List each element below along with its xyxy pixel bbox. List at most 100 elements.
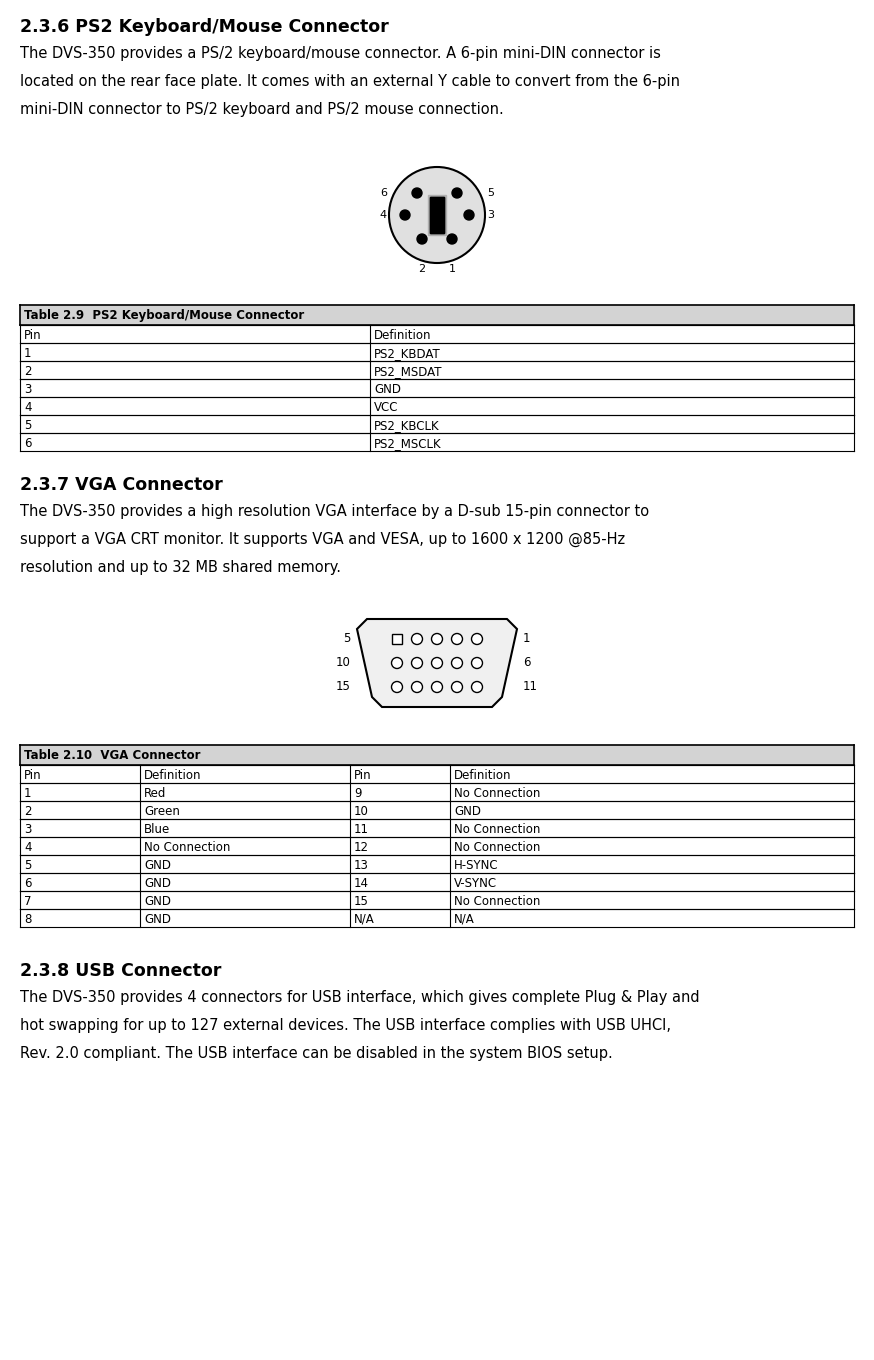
Text: 2: 2 (24, 805, 31, 817)
Text: N/A: N/A (354, 913, 375, 926)
Text: Definition: Definition (374, 329, 432, 341)
Text: The DVS-350 provides 4 connectors for USB interface, which gives complete Plug &: The DVS-350 provides 4 connectors for US… (20, 990, 699, 1005)
Bar (430, 197, 444, 233)
Text: 14: 14 (354, 877, 369, 889)
Text: N/A: N/A (454, 913, 475, 926)
Text: 6: 6 (24, 877, 31, 889)
Text: 5: 5 (487, 188, 494, 199)
Text: 15: 15 (336, 680, 351, 694)
Text: Table 2.10  VGA Connector: Table 2.10 VGA Connector (24, 749, 200, 762)
Text: The DVS-350 provides a PS/2 keyboard/mouse connector. A 6-pin mini-DIN connector: The DVS-350 provides a PS/2 keyboard/mou… (20, 46, 661, 61)
Text: 10: 10 (354, 805, 369, 817)
Text: Pin: Pin (24, 329, 42, 341)
Text: 12: 12 (354, 840, 369, 854)
Text: Pin: Pin (24, 768, 42, 782)
Circle shape (412, 657, 422, 669)
Text: No Connection: No Connection (454, 823, 540, 836)
Text: 8: 8 (24, 913, 31, 926)
Text: Blue: Blue (144, 823, 170, 836)
Text: 2.3.7 VGA Connector: 2.3.7 VGA Connector (20, 476, 223, 494)
Bar (430, 197, 444, 233)
Text: 2: 2 (24, 364, 31, 378)
Circle shape (392, 681, 403, 692)
Circle shape (452, 634, 462, 645)
Text: 2.3.6 PS2 Keyboard/Mouse Connector: 2.3.6 PS2 Keyboard/Mouse Connector (20, 18, 389, 35)
Polygon shape (357, 619, 517, 707)
Circle shape (432, 634, 442, 645)
Bar (20, 745, 854, 764)
Text: Table 2.9  PS2 Keyboard/Mouse Connector: Table 2.9 PS2 Keyboard/Mouse Connector (24, 309, 304, 322)
Text: 4: 4 (24, 401, 31, 413)
Text: 10: 10 (336, 657, 351, 669)
Text: 6: 6 (523, 657, 531, 669)
Text: 6: 6 (380, 188, 387, 199)
Circle shape (464, 209, 474, 220)
Text: No Connection: No Connection (144, 840, 231, 854)
Text: GND: GND (454, 805, 481, 817)
Text: 3: 3 (24, 384, 31, 396)
Text: 2.3.8 USB Connector: 2.3.8 USB Connector (20, 962, 221, 981)
Circle shape (471, 634, 482, 645)
Bar (20, 305, 854, 325)
Text: V-SYNC: V-SYNC (454, 877, 497, 889)
Text: PS2_MSDAT: PS2_MSDAT (374, 364, 442, 378)
Text: Red: Red (144, 787, 166, 800)
Circle shape (389, 167, 485, 262)
Text: PS2_MSCLK: PS2_MSCLK (374, 437, 441, 450)
Text: 5: 5 (24, 860, 31, 872)
Text: GND: GND (374, 384, 401, 396)
Text: Pin: Pin (354, 768, 371, 782)
Text: The DVS-350 provides a high resolution VGA interface by a D-sub 15-pin connector: The DVS-350 provides a high resolution V… (20, 505, 649, 520)
Bar (392, 634, 402, 643)
Bar (428, 194, 446, 235)
Text: 15: 15 (354, 895, 369, 908)
Text: 1: 1 (448, 264, 455, 273)
Text: GND: GND (144, 913, 171, 926)
Text: located on the rear face plate. It comes with an external Y cable to convert fro: located on the rear face plate. It comes… (20, 73, 680, 88)
Circle shape (412, 634, 422, 645)
Circle shape (452, 188, 462, 199)
Circle shape (412, 188, 422, 199)
Text: Definition: Definition (454, 768, 511, 782)
Text: No Connection: No Connection (454, 895, 540, 908)
Text: No Connection: No Connection (454, 787, 540, 800)
Circle shape (452, 657, 462, 669)
Text: 4: 4 (24, 840, 31, 854)
Text: 9: 9 (354, 787, 362, 800)
Text: resolution and up to 32 MB shared memory.: resolution and up to 32 MB shared memory… (20, 560, 341, 575)
Text: Rev. 2.0 compliant. The USB interface can be disabled in the system BIOS setup.: Rev. 2.0 compliant. The USB interface ca… (20, 1046, 613, 1061)
Text: GND: GND (144, 860, 171, 872)
Circle shape (447, 234, 457, 243)
Circle shape (417, 234, 427, 243)
Text: 1: 1 (523, 632, 531, 646)
Text: Green: Green (144, 805, 180, 817)
Circle shape (432, 657, 442, 669)
Circle shape (432, 681, 442, 692)
Circle shape (452, 681, 462, 692)
Text: H-SYNC: H-SYNC (454, 860, 499, 872)
Text: 1: 1 (24, 347, 31, 360)
Text: PS2_KBCLK: PS2_KBCLK (374, 419, 440, 432)
Text: 2: 2 (419, 264, 426, 273)
Text: 13: 13 (354, 860, 369, 872)
Text: 3: 3 (24, 823, 31, 836)
Text: 3: 3 (487, 209, 494, 220)
Circle shape (412, 681, 422, 692)
Circle shape (471, 657, 482, 669)
Text: hot swapping for up to 127 external devices. The USB interface complies with USB: hot swapping for up to 127 external devi… (20, 1019, 671, 1034)
Text: PS2_KBDAT: PS2_KBDAT (374, 347, 440, 360)
Text: 11: 11 (523, 680, 538, 694)
Text: Definition: Definition (144, 768, 202, 782)
Text: VCC: VCC (374, 401, 399, 413)
Text: support a VGA CRT monitor. It supports VGA and VESA, up to 1600 x 1200 @85-Hz: support a VGA CRT monitor. It supports V… (20, 532, 625, 547)
Text: GND: GND (144, 895, 171, 908)
Text: GND: GND (144, 877, 171, 889)
Text: 5: 5 (343, 632, 351, 646)
Circle shape (471, 681, 482, 692)
Text: mini-DIN connector to PS/2 keyboard and PS/2 mouse connection.: mini-DIN connector to PS/2 keyboard and … (20, 102, 503, 117)
Text: 1: 1 (24, 787, 31, 800)
Text: No Connection: No Connection (454, 840, 540, 854)
Text: 4: 4 (380, 209, 387, 220)
Text: 7: 7 (24, 895, 31, 908)
Circle shape (400, 209, 410, 220)
